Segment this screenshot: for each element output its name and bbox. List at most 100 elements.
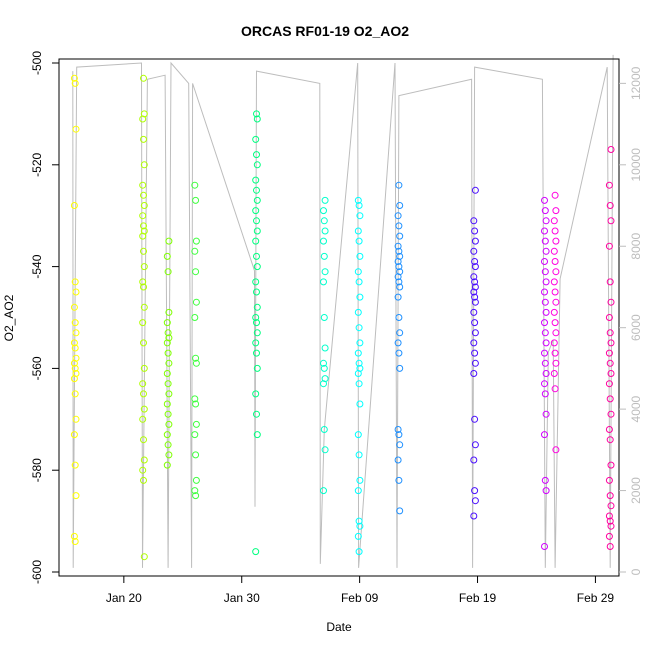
point	[164, 380, 172, 388]
point	[139, 115, 147, 123]
point	[165, 237, 173, 245]
point	[395, 314, 403, 321]
point	[471, 349, 479, 357]
point	[71, 390, 79, 398]
point	[72, 492, 80, 500]
point	[471, 283, 479, 291]
point	[192, 268, 200, 276]
point	[320, 237, 327, 245]
point	[252, 237, 260, 245]
point	[252, 339, 260, 347]
point	[551, 319, 559, 327]
point	[394, 426, 402, 433]
point	[552, 298, 560, 306]
series-RF11	[550, 191, 560, 454]
point	[605, 476, 613, 484]
point	[470, 339, 478, 347]
x-tick-label: Jan 30	[224, 591, 260, 605]
point	[165, 420, 173, 428]
point	[396, 507, 404, 515]
y-axis-left: -600 -580 -560 -540 -520 -500	[30, 51, 59, 584]
point	[356, 522, 364, 530]
series-RF02	[139, 74, 148, 561]
point	[552, 359, 560, 367]
point	[356, 476, 364, 484]
point	[71, 461, 79, 469]
y2-tick-label: 12000	[629, 66, 643, 100]
point	[471, 441, 479, 449]
point	[470, 288, 478, 296]
point	[165, 334, 173, 342]
point	[71, 364, 79, 372]
point	[354, 196, 362, 204]
point	[470, 273, 478, 281]
point	[140, 161, 148, 169]
point	[140, 364, 148, 372]
point	[394, 242, 402, 250]
point	[550, 217, 558, 225]
point	[139, 319, 147, 327]
point	[71, 278, 79, 286]
point	[394, 258, 402, 265]
point	[607, 370, 615, 377]
point	[164, 349, 172, 357]
point	[355, 380, 363, 388]
x-axis: Jan 20 Jan 30 Feb 09 Feb 19 Feb 29	[106, 575, 614, 605]
point	[70, 303, 78, 311]
point	[192, 476, 200, 484]
point	[354, 431, 362, 439]
point	[140, 405, 148, 413]
point	[395, 247, 403, 255]
y-tick-label: -580	[30, 458, 44, 482]
point	[541, 227, 548, 235]
point	[140, 553, 148, 561]
point	[607, 502, 615, 510]
point	[471, 186, 479, 194]
y-tick-label: -500	[30, 51, 44, 75]
point	[320, 252, 328, 260]
point	[140, 390, 147, 398]
point	[163, 252, 171, 260]
point	[542, 487, 550, 495]
point	[320, 364, 328, 372]
point	[355, 202, 363, 209]
point	[70, 202, 78, 209]
point	[354, 227, 362, 235]
point	[605, 314, 613, 321]
point	[541, 319, 548, 327]
point	[550, 278, 558, 286]
point	[356, 252, 364, 260]
point	[320, 487, 327, 495]
point	[551, 227, 559, 235]
point	[396, 202, 404, 209]
point	[607, 522, 615, 530]
point	[470, 217, 478, 225]
point	[394, 293, 402, 301]
point	[355, 451, 363, 459]
y2-tick-label: 8000	[629, 233, 643, 260]
point	[320, 207, 327, 215]
point	[253, 115, 261, 123]
point	[192, 400, 200, 408]
point	[395, 263, 403, 271]
point	[542, 410, 550, 418]
point	[395, 349, 403, 357]
point	[163, 339, 171, 347]
point	[396, 441, 404, 449]
point	[139, 278, 147, 286]
point	[163, 431, 171, 439]
point	[542, 308, 550, 316]
point	[253, 252, 260, 260]
point	[471, 497, 479, 505]
point	[163, 370, 171, 377]
point	[163, 400, 171, 408]
y2-tick-label: 6000	[629, 314, 643, 341]
point	[72, 288, 80, 296]
point	[71, 538, 79, 545]
point	[192, 420, 200, 428]
point	[605, 349, 613, 357]
point	[320, 380, 327, 388]
point	[606, 517, 614, 525]
